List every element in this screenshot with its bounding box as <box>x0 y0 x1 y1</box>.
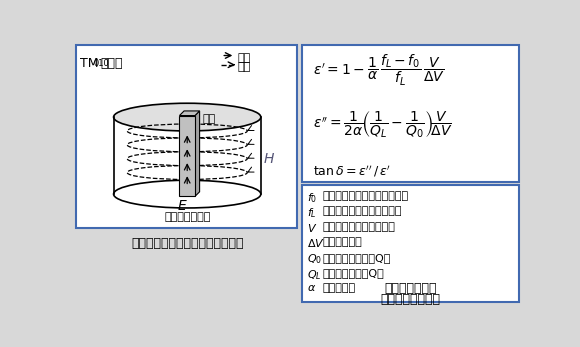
Bar <box>302 45 519 182</box>
Text: 試料: 試料 <box>202 114 216 124</box>
Text: 円筒空腔共振器: 円筒空腔共振器 <box>164 212 211 222</box>
Text: $\alpha$: $\alpha$ <box>307 283 317 294</box>
Text: ：摂動定数: ：摂動定数 <box>323 283 356 294</box>
Ellipse shape <box>114 103 261 131</box>
Text: 磁界: 磁界 <box>238 62 251 73</box>
Bar <box>75 45 297 228</box>
Text: $V$: $V$ <box>307 222 318 234</box>
Text: E: E <box>178 199 187 213</box>
Text: モード: モード <box>100 57 123 70</box>
Text: $f_L$: $f_L$ <box>307 206 317 220</box>
Text: ：円筒空腔共振器の体積: ：円筒空腔共振器の体積 <box>323 222 396 232</box>
Polygon shape <box>195 111 200 196</box>
Bar <box>179 116 195 196</box>
Text: 誘電率の算出式: 誘電率の算出式 <box>384 282 437 295</box>
Bar <box>302 185 519 302</box>
Text: ：試料挿入時のQ値: ：試料挿入時のQ値 <box>323 268 385 278</box>
Text: $\Delta V$: $\Delta V$ <box>307 237 325 249</box>
Text: ：試料未挿入時の共振周波数: ：試料未挿入時の共振周波数 <box>323 191 409 201</box>
Polygon shape <box>179 111 200 116</box>
Ellipse shape <box>114 180 261 208</box>
Text: TM: TM <box>80 57 99 70</box>
Text: ：試料の体積: ：試料の体積 <box>323 237 362 247</box>
Text: $\tan \delta = \varepsilon'' \,/\, \varepsilon'$: $\tan \delta = \varepsilon'' \,/\, \vare… <box>313 163 391 179</box>
Text: ：試料未挿入時のQ値: ：試料未挿入時のQ値 <box>323 253 391 263</box>
Text: （摂動法の場合）: （摂動法の場合） <box>380 293 440 306</box>
Text: H: H <box>263 152 274 167</box>
Text: $Q_L$: $Q_L$ <box>307 268 322 282</box>
Text: $\varepsilon'' = \dfrac{1}{2\alpha}\!\left(\dfrac{1}{Q_L} - \dfrac{1}{Q_0}\right: $\varepsilon'' = \dfrac{1}{2\alpha}\!\le… <box>313 109 452 140</box>
Text: $f_0$: $f_0$ <box>307 191 318 205</box>
Text: 共振器内部の電磁界と試料の形状: 共振器内部の電磁界と試料の形状 <box>131 237 244 250</box>
Text: $\varepsilon' = 1 - \dfrac{1}{\alpha}\,\dfrac{f_L - f_0}{f_L}\,\dfrac{V}{\Delta : $\varepsilon' = 1 - \dfrac{1}{\alpha}\,\… <box>313 53 445 88</box>
Text: $Q_0$: $Q_0$ <box>307 253 322 266</box>
Text: 電界: 電界 <box>238 53 251 63</box>
Text: ：試料挿入時の共振周波数: ：試料挿入時の共振周波数 <box>323 206 403 217</box>
Bar <box>114 117 261 194</box>
Text: 010: 010 <box>93 59 109 68</box>
